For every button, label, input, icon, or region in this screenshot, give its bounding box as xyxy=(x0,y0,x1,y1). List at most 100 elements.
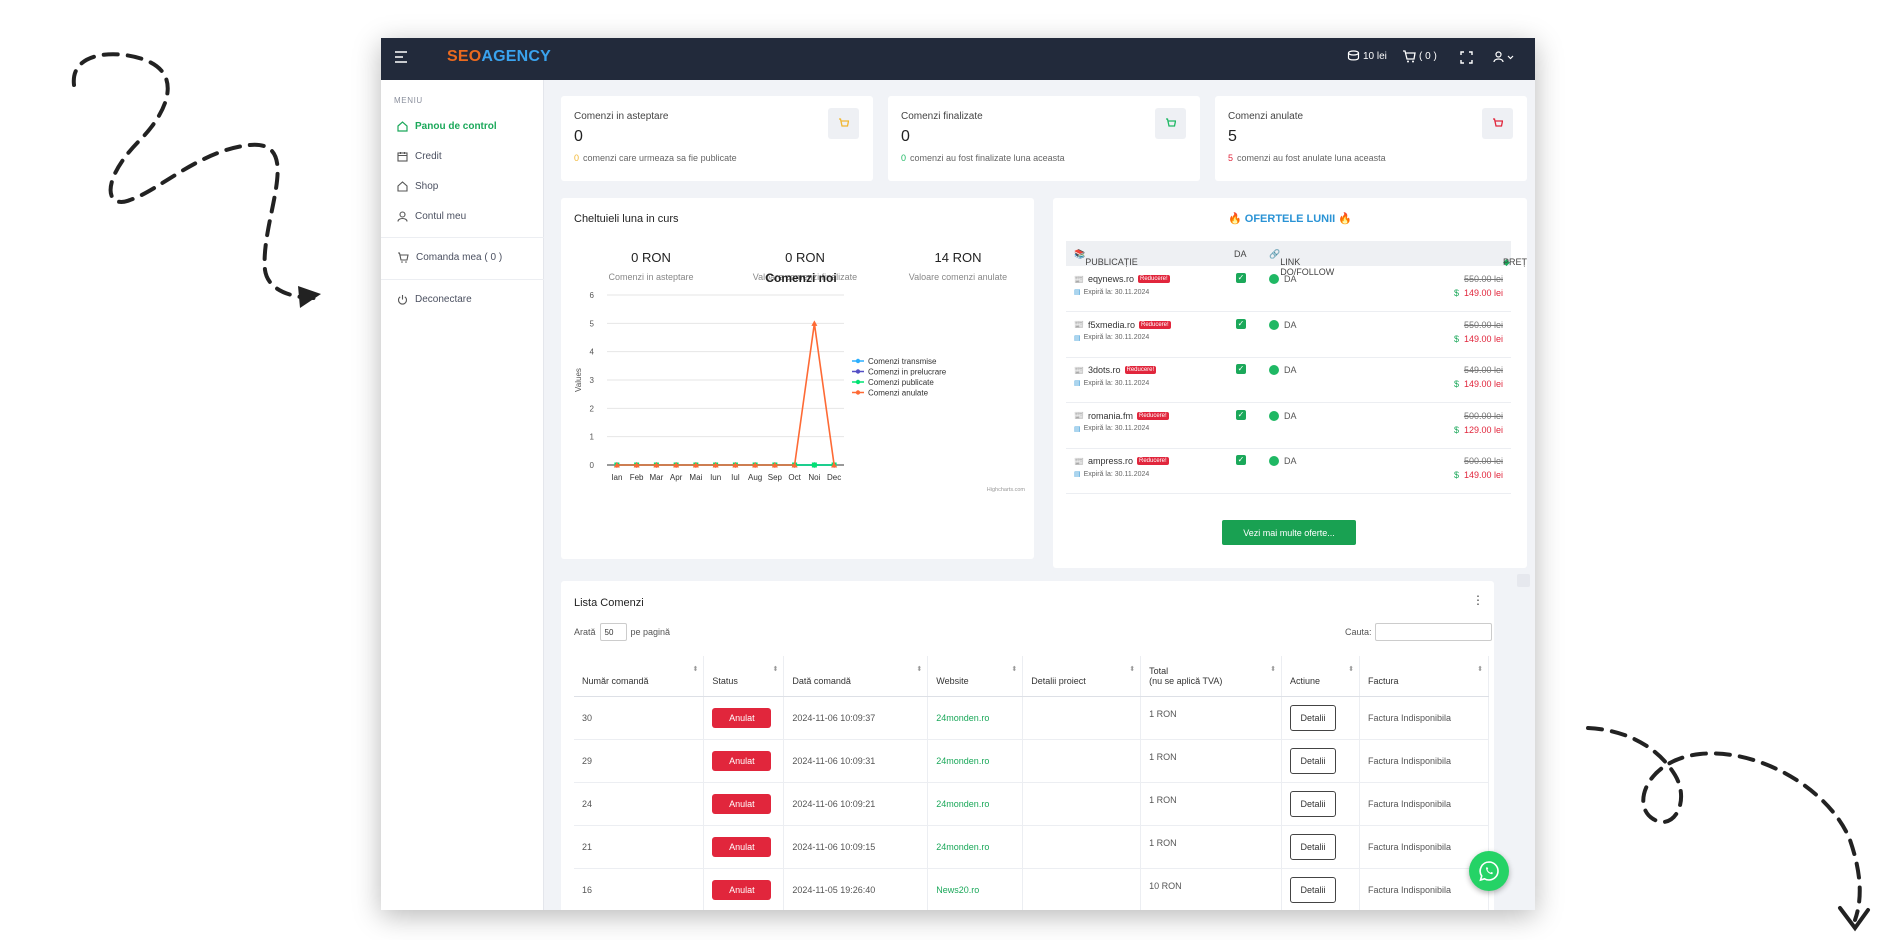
balance-text: 10 lei xyxy=(1363,50,1387,62)
logo[interactable]: SEOAGENCY xyxy=(447,48,551,66)
order-details xyxy=(1022,825,1142,869)
top-bar: SEOAGENCY 10 lei ( 0 ) xyxy=(381,38,1535,80)
stat-sub-text: comenzi au fost anulate luna aceasta xyxy=(1237,153,1386,163)
chart-x-tick-label: Oct xyxy=(788,473,801,482)
order-total: 1 RON xyxy=(1140,696,1283,740)
offer-row: 📰 f5xmedia.ro Reducere! ▤ Expiră la: 30.11.2… xyxy=(1066,312,1511,358)
fullscreen-icon[interactable] xyxy=(1460,51,1473,64)
offer-site-name: 3dots.ro xyxy=(1087,365,1121,375)
order-website[interactable]: 24monden.ro xyxy=(927,739,1024,783)
home-icon xyxy=(397,121,408,132)
th-number[interactable]: Număr comandă ⬍ xyxy=(574,656,705,697)
order-date: 2024-11-05 19:26:40 xyxy=(783,868,929,910)
whatsapp-chat-button[interactable] xyxy=(1469,851,1509,891)
stat-sub-text: comenzi au fost finalizate luna aceasta xyxy=(910,153,1065,163)
order-status: Anulat xyxy=(703,782,785,826)
offer-site[interactable]: 📰 ampress.ro Reducere! xyxy=(1074,456,1169,466)
order-website[interactable]: 24monden.ro xyxy=(927,696,1024,740)
chart-y-tick-label: 1 xyxy=(590,433,595,442)
chart-legend-marker xyxy=(855,369,861,374)
user-menu[interactable] xyxy=(1493,51,1514,63)
website-link[interactable]: 24monden.ro xyxy=(936,712,990,723)
order-number: 30 xyxy=(574,696,705,740)
offer-site[interactable]: 📰 f5xmedia.ro Reducere! xyxy=(1074,320,1171,330)
website-link[interactable]: 24monden.ro xyxy=(936,755,990,766)
sidebar-item-dashboard[interactable]: Panou de control xyxy=(397,121,497,132)
discount-badge: Reducere! xyxy=(1139,320,1171,329)
status-badge: Anulat xyxy=(712,879,772,900)
sidebar-item-my-order[interactable]: Comanda mea ( 0 ) xyxy=(397,252,502,263)
old-price: 550.00 lei xyxy=(1463,319,1503,330)
details-button[interactable]: Detalii xyxy=(1290,790,1337,817)
chart-x-tick-label: Iul xyxy=(731,473,740,482)
th-invoice[interactable]: Factura ⬍ xyxy=(1359,656,1489,697)
col-publication-label: PUBLICAȚIE xyxy=(1085,257,1138,267)
kpi-value: 0 RON xyxy=(785,250,825,265)
offer-site[interactable]: 📰 3dots.ro Reducere! xyxy=(1074,365,1157,375)
table-row: 24 Anulat 2024-11-06 10:09:21 24monden.ro 1 … xyxy=(574,782,1489,826)
kpi-caption: Valoare comenzi anulate xyxy=(908,272,1008,282)
sidebar-item-logout[interactable]: Deconectare xyxy=(397,294,472,305)
more-offers-button[interactable]: Vezi mai multe oferte... xyxy=(1222,520,1356,545)
chart-series-line xyxy=(616,323,835,466)
search-input[interactable] xyxy=(1374,623,1492,641)
chart-y-tick-label: 0 xyxy=(590,461,595,470)
chart-y-tick-label: 3 xyxy=(590,376,595,385)
website-link[interactable]: 24monden.ro xyxy=(936,798,990,809)
sidebar-item-credit[interactable]: Credit xyxy=(397,151,442,162)
offer-link-status: DA xyxy=(1269,274,1297,284)
details-button[interactable]: Detalii xyxy=(1290,833,1337,860)
expenses-title: Cheltuieli luna in curs xyxy=(574,213,679,225)
order-action: Detalii xyxy=(1281,782,1360,826)
more-offers-label: Vezi mai multe oferte... xyxy=(1243,527,1335,538)
newspaper-icon: 📰 xyxy=(1074,274,1084,284)
new-price: $149.00 lei xyxy=(1453,288,1503,298)
logo-agency: AGENCY xyxy=(481,48,552,65)
offer-site[interactable]: 📰 romania.fm Reducere! xyxy=(1074,411,1169,421)
dashed-arrow-left-doodle xyxy=(71,52,321,308)
stat-card-completed: Comenzi finalizate 0 0 comenzi au fost fi… xyxy=(888,96,1200,181)
col-publication: 📚 PUBLICAȚIE xyxy=(1074,249,1138,267)
hamburger-menu-icon[interactable] xyxy=(393,49,409,65)
cart-icon xyxy=(398,252,409,263)
chart-point xyxy=(771,462,778,468)
website-link[interactable]: News20.ro xyxy=(936,884,980,895)
sidebar-item-account[interactable]: Contul meu xyxy=(397,211,466,222)
check-icon: ✓ xyxy=(1236,455,1246,465)
th-website[interactable]: Website ⬍ xyxy=(927,656,1024,697)
th-status[interactable]: Status ⬍ xyxy=(703,656,785,697)
more-options-icon[interactable]: ⋮ xyxy=(1472,593,1484,607)
order-number: 21 xyxy=(574,825,705,869)
details-button[interactable]: Detalii xyxy=(1290,876,1337,903)
chart-legend-label: Comenzi in prelucrare xyxy=(868,368,947,377)
details-button[interactable]: Detalii xyxy=(1290,747,1337,774)
sidebar-item-label: Panou de control xyxy=(415,121,497,132)
chart-x-tick-label: Mai xyxy=(689,473,702,482)
offer-site[interactable]: 📰 eqynews.ro Reducere! xyxy=(1074,274,1170,284)
order-date: 2024-11-06 10:09:37 xyxy=(783,696,929,740)
website-link[interactable]: 24monden.ro xyxy=(936,841,990,852)
chart-point xyxy=(692,462,699,468)
th-actions[interactable]: Actiune ⬍ xyxy=(1281,656,1360,697)
order-website[interactable]: News20.ro xyxy=(927,868,1024,910)
home-icon xyxy=(397,181,408,192)
chart-point xyxy=(712,462,719,468)
th-date[interactable]: Dată comandă ⬍ xyxy=(783,656,929,697)
order-website[interactable]: 24monden.ro xyxy=(927,782,1024,826)
cart-indicator[interactable]: ( 0 ) xyxy=(1402,50,1437,63)
search-label: Cauta: xyxy=(1345,627,1372,637)
sidebar-item-shop[interactable]: Shop xyxy=(397,181,438,192)
th-details[interactable]: Detalii proiect ⬍ xyxy=(1022,656,1142,697)
page-size-control: Arată 50 pe pagină xyxy=(574,623,670,641)
page-size-select[interactable]: 50 xyxy=(599,623,627,641)
old-price: 550.00 lei xyxy=(1463,274,1503,284)
chart-point xyxy=(732,462,739,468)
details-button[interactable]: Detalii xyxy=(1290,704,1337,731)
balance-indicator[interactable]: 10 lei xyxy=(1347,50,1387,62)
logo-seo: SEO xyxy=(447,48,482,65)
order-details xyxy=(1022,782,1142,826)
th-total[interactable]: Total (nu se aplică TVA) ⬍ xyxy=(1140,656,1283,697)
calendar-icon: ▤ xyxy=(1074,289,1081,296)
collapse-tab-icon[interactable] xyxy=(1517,574,1530,587)
order-website[interactable]: 24monden.ro xyxy=(927,825,1024,869)
